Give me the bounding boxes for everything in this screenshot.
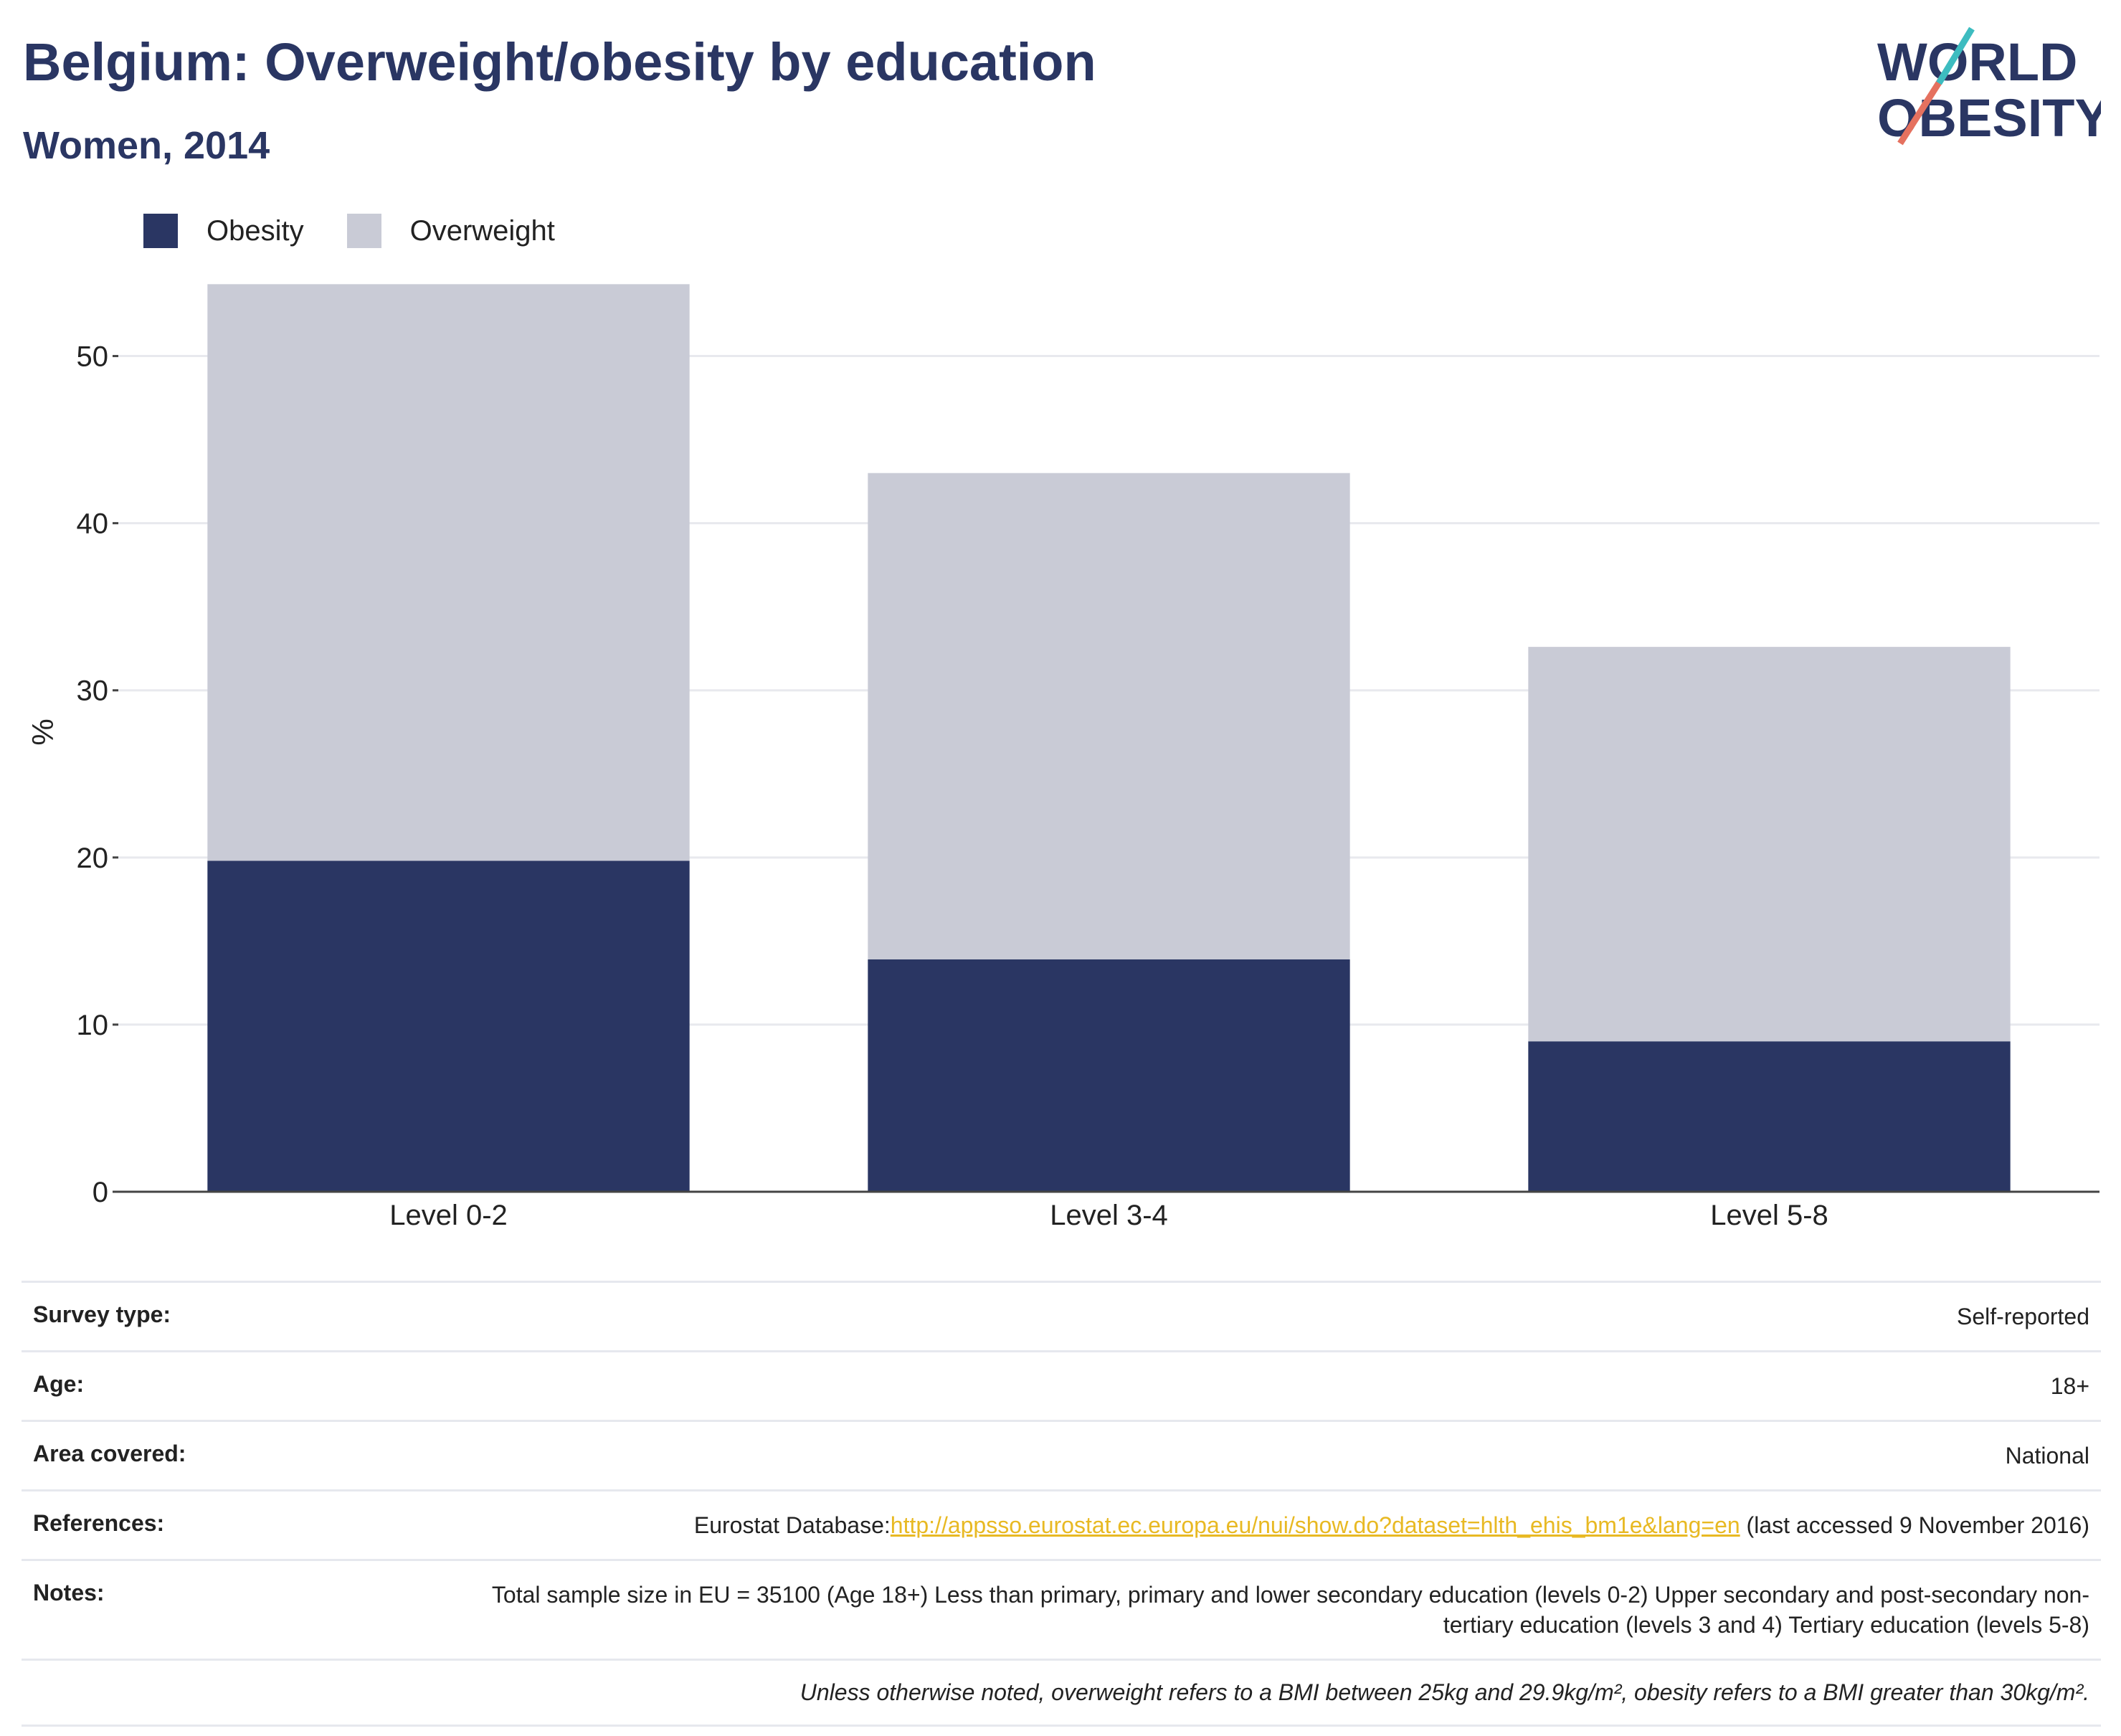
y-tick-label-50: 50 xyxy=(77,341,109,373)
bar-obesity-level-3-4 xyxy=(868,959,1350,1192)
y-tick-label-30: 30 xyxy=(77,675,109,707)
references-link[interactable]: http://appsso.eurostat.ec.europa.eu/nui/… xyxy=(890,1512,1740,1538)
info-row-survey-type: Survey type: Self-reported xyxy=(22,1281,2101,1350)
legend-label-overweight: Overweight xyxy=(409,214,555,247)
logo-line-1: WORLD xyxy=(1877,32,2078,92)
x-tick-label-level-5-8: Level 5-8 xyxy=(1710,1200,1828,1231)
age-label: Age: xyxy=(33,1371,85,1397)
references-prefix: Eurostat Database: xyxy=(693,1512,891,1538)
survey-type-value: Self-reported xyxy=(1957,1304,2089,1329)
y-tick-label-20: 20 xyxy=(77,843,109,874)
age-value: 18+ xyxy=(2050,1373,2089,1399)
x-tick-label-level-0-2: Level 0-2 xyxy=(389,1200,508,1231)
logo-slash-teal xyxy=(1936,27,1975,85)
references-value: Eurostat Database:http://appsso.eurostat… xyxy=(694,1510,2089,1540)
info-row-area: Area covered: National xyxy=(22,1420,2101,1489)
info-row-age: Age: 18+ xyxy=(22,1350,2101,1420)
survey-type-label: Survey type: xyxy=(33,1301,171,1327)
references-suffix: (last accessed 9 November 2016) xyxy=(1740,1512,2089,1538)
legend-swatch-obesity xyxy=(143,214,178,248)
info-row-references: References: Eurostat Database:http://app… xyxy=(22,1489,2101,1559)
legend-item-obesity[interactable]: Obesity xyxy=(143,214,304,248)
references-label: References: xyxy=(33,1510,165,1536)
bar-overweight-level-5-8 xyxy=(1528,647,2011,1042)
legend-swatch-overweight xyxy=(346,214,381,248)
bar-obesity-level-0-2 xyxy=(207,860,690,1192)
notes-value: Total sample size in EU = 35100 (Age 18+… xyxy=(491,1582,2089,1638)
x-tick-label-level-3-4: Level 3-4 xyxy=(1050,1200,1168,1231)
area-value: National xyxy=(2005,1443,2089,1469)
logo-slash-coral xyxy=(1897,74,1946,146)
y-axis-label: % xyxy=(26,718,60,745)
notes-label: Notes: xyxy=(33,1580,105,1605)
bar-overweight-level-0-2 xyxy=(207,284,690,861)
info-table: Survey type: Self-reported Age: 18+ Area… xyxy=(22,1281,2101,1727)
info-row-notes: Notes: Total sample size in EU = 35100 (… xyxy=(22,1559,2101,1659)
y-tick-label-40: 40 xyxy=(77,508,109,540)
world-obesity-logo: WORLD OBESITY xyxy=(1877,27,2101,148)
y-tick-label-0: 0 xyxy=(92,1177,108,1208)
chart-subtitle: Women, 2014 xyxy=(23,124,270,167)
area-label: Area covered: xyxy=(33,1441,186,1466)
y-tick-label-10: 10 xyxy=(77,1010,109,1041)
legend-item-overweight[interactable]: Overweight xyxy=(346,214,555,248)
legend-label-obesity: Obesity xyxy=(207,214,304,247)
bar-overweight-level-3-4 xyxy=(868,473,1350,960)
stacked-bar-chart: 0 10 20 30 40 50 Level 0-2 Level 3-4 Level 5-8% xyxy=(26,284,2099,1231)
chart-legend: Obesity Overweight xyxy=(143,214,598,248)
chart-title: Belgium: Overweight/obesity by education xyxy=(23,32,1096,92)
bmi-footnote: Unless otherwise noted, overweight refer… xyxy=(22,1659,2101,1727)
bar-obesity-level-5-8 xyxy=(1528,1041,2011,1192)
logo-line-2: OBESITY xyxy=(1877,88,2101,148)
